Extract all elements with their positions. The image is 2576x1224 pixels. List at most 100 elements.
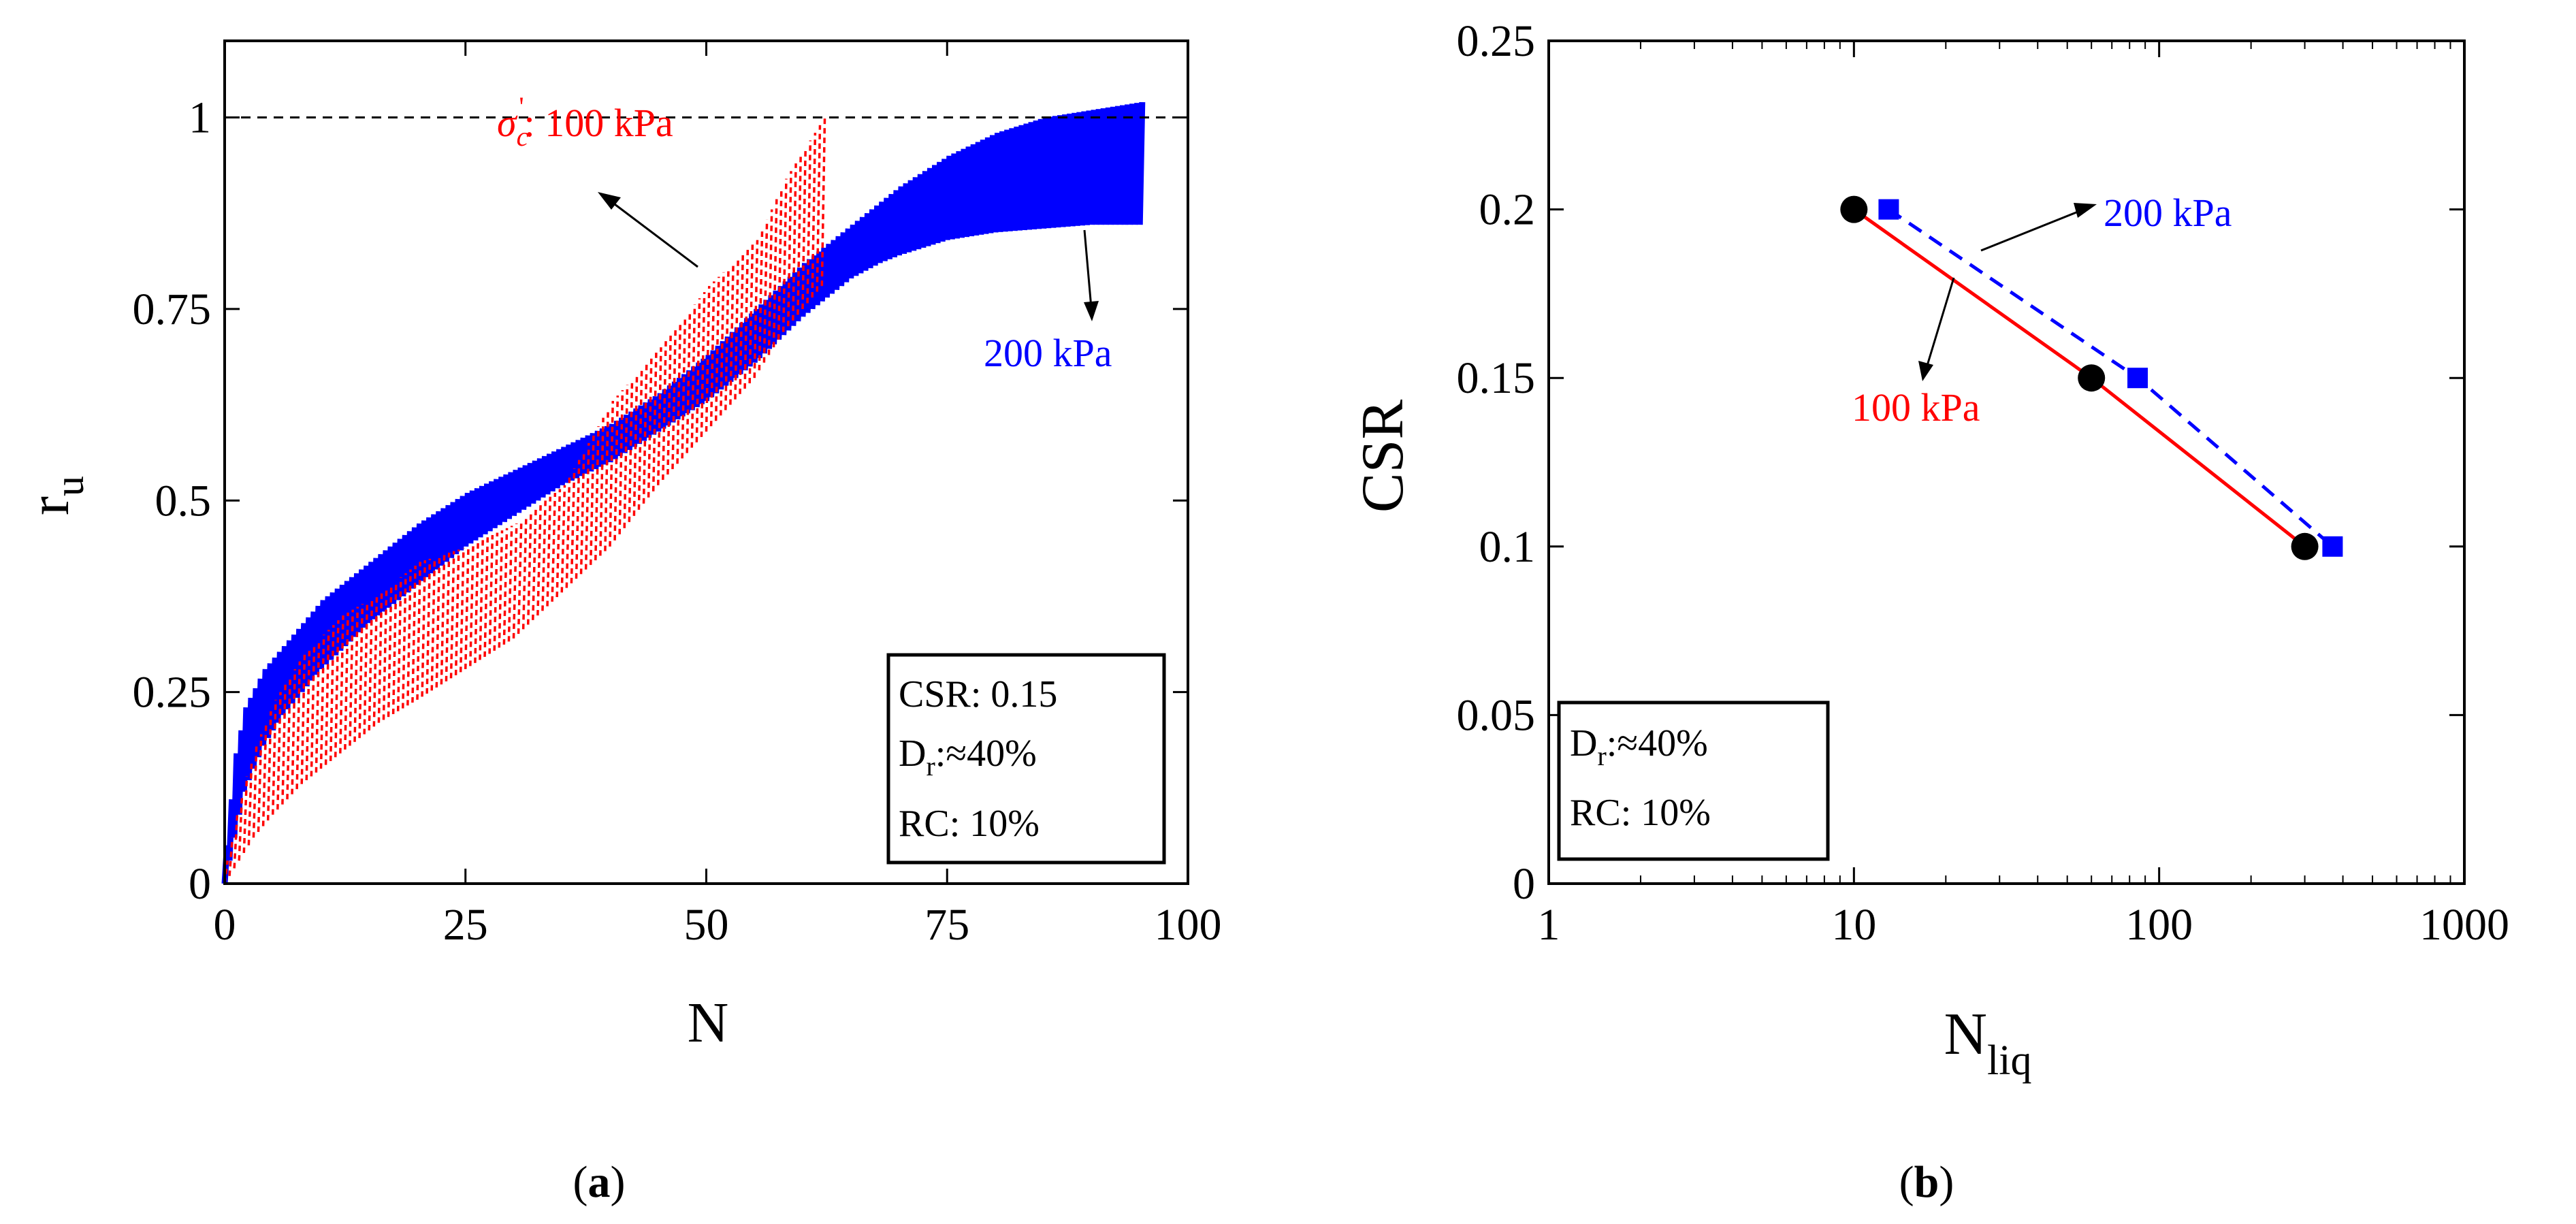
panel-a-annotation-dr-main: D xyxy=(899,732,926,775)
panel-a-x-tick-label: 25 xyxy=(443,900,488,950)
panel-a-series-200kpa-cycle xyxy=(351,573,361,637)
panel-a-series-100kpa-cycle xyxy=(324,630,330,765)
panel-a-series-100kpa-cycle xyxy=(714,276,720,421)
panel-b-y-tick-label: 0 xyxy=(1513,859,1535,909)
panel-b-x-tick-label: 1000 xyxy=(2419,900,2509,950)
panel-a-series-100kpa-cycle xyxy=(618,390,624,534)
panel-a-y-tick-label: 0.25 xyxy=(133,668,212,718)
panel-a-y-axis-label-main: r xyxy=(18,496,81,515)
panel-a-series-200kpa-cycle xyxy=(433,511,442,570)
panel-a-x-ticks: 0 25 50 75 100 xyxy=(214,41,1222,950)
panel-a-series-100kpa-cycle xyxy=(709,281,715,427)
panel-a-annotation-box xyxy=(886,653,1166,865)
panel-a-series-100kpa-cycle xyxy=(642,363,648,504)
panel-a-series-200kpa-cycle xyxy=(558,447,568,486)
panel-a-series-100kpa-cycle xyxy=(391,581,398,715)
panel-a-series-200kpa-cycle xyxy=(953,150,963,239)
panel-b-y-tick-label: 0.2 xyxy=(1479,185,1536,235)
panel-a-caption: (a) xyxy=(573,1157,626,1207)
panel-a-series-100kpa-cycle xyxy=(445,552,451,681)
panel-a-series-100kpa-cycle xyxy=(632,374,639,516)
panel-a-x-tick-label: 50 xyxy=(684,900,729,950)
panel-a-series-100kpa-cycle xyxy=(300,654,306,784)
panel-a-series-100kpa-cycle xyxy=(474,542,479,663)
panel-a-series-100kpa-cycle xyxy=(512,523,518,639)
panel-a-x-tick-label: 100 xyxy=(1155,900,1222,950)
panel-a-series-bands xyxy=(221,101,1146,884)
panel-a-series-100kpa-cycle xyxy=(252,745,258,838)
panel-b-chart: 1 10 100 1000 00.050.10.150.20.25 Nliq CSR … xyxy=(1350,16,2509,1207)
panel-b-y-tick-label: 0.1 xyxy=(1479,522,1536,572)
panel-a-series-200kpa-cycle xyxy=(890,190,900,258)
panel-a-series-200kpa-cycle xyxy=(1050,116,1059,228)
panel-a-series-100kpa-cycle xyxy=(695,298,701,442)
panel-a-series-100kpa-cycle xyxy=(406,569,412,706)
panel-b-y-ticks: 0 0.05 0.1 0.15 0.2 0.25 xyxy=(1457,16,2464,909)
panel-a-series-200kpa-cycle xyxy=(312,605,322,675)
panel-b-arrow-100kpa xyxy=(1925,277,1955,368)
panel-a-series-200kpa-cycle xyxy=(852,221,861,276)
panel-a-series-100kpa-cycle xyxy=(498,530,504,648)
panel-a-series-200kpa-cycle xyxy=(848,224,856,279)
panel-b-annotation-dr-main: D xyxy=(1570,722,1597,764)
panel-a-series-200kpa-cycle xyxy=(1098,108,1107,225)
panel-a-series-200kpa-cycle xyxy=(549,451,558,492)
panel-a-series-200kpa-cycle xyxy=(881,197,890,261)
panel-a-series-200kpa-cycle xyxy=(896,186,905,256)
panel-b-arrow-200kpa xyxy=(1980,208,2084,252)
panel-a-series-200kpa-cycle xyxy=(1026,122,1035,230)
panel-a-series-100kpa-cycle xyxy=(666,335,672,475)
panel-a-series-200kpa-cycle xyxy=(539,455,548,498)
panel-a-series-100kpa-cycle xyxy=(729,263,735,405)
panel-b-y-axis-label: CSR xyxy=(1350,400,1416,513)
panel-a-series-200kpa-cycle xyxy=(395,538,404,600)
panel-a-series-200kpa-cycle xyxy=(843,228,852,283)
panel-a-series-200kpa-cycle xyxy=(944,155,953,240)
panel-a-series-100kpa-cycle xyxy=(261,722,268,826)
panel-a-series-200kpa-cycle xyxy=(231,753,240,838)
panel-a-series-200kpa-cycle xyxy=(901,183,909,255)
panel-a-series-100kpa-cycle xyxy=(792,163,797,321)
panel-a-series-100kpa-cycle xyxy=(651,353,658,492)
panel-a-series-200kpa-cycle xyxy=(419,520,428,581)
panel-a-series-100kpa-cycle xyxy=(739,253,745,394)
panel-a-series-100kpa-cycle xyxy=(609,400,614,547)
panel-a-series-200kpa-cycle xyxy=(370,558,380,619)
panel-a-series-200kpa-cycle xyxy=(1059,114,1069,227)
panel-a-chart: 0 25 50 75 100 00.250.50.751 N ru σc': 100 k… xyxy=(18,39,1222,1207)
panel-a-series-200kpa-cycle xyxy=(505,472,515,519)
panel-b-y-tick-label: 0.05 xyxy=(1457,690,1536,740)
panel-a-series-200kpa-cycle xyxy=(481,483,491,535)
panel-a-series-200kpa-cycle xyxy=(409,527,418,589)
panel-a-series-200kpa-cycle xyxy=(876,202,886,263)
panel-a-series-200kpa-cycle xyxy=(1112,106,1121,225)
panel-a-series-200kpa-cycle xyxy=(1117,105,1126,225)
panel-a-series-200kpa-cycle xyxy=(457,496,466,551)
panel-a-series-100kpa-cycle xyxy=(493,532,499,651)
panel-b-annotation-dr-sub: r xyxy=(1597,741,1606,771)
panel-a-series-200kpa-cycle xyxy=(1031,120,1040,229)
panel-a-series-200kpa-cycle xyxy=(1069,112,1078,227)
panel-a-series-100kpa-cycle xyxy=(305,649,311,781)
panel-a-series-100kpa-cycle xyxy=(599,417,605,556)
panel-a-series-100kpa-cycle xyxy=(363,600,369,735)
panel-b-marker-200kpa xyxy=(2127,368,2148,389)
panel-a-series-200kpa-cycle xyxy=(823,244,833,298)
panel-a-series-100kpa-cycle xyxy=(762,219,769,363)
panel-a-series-100kpa-cycle xyxy=(281,684,287,805)
panel-a-series-100kpa-cycle xyxy=(449,551,455,679)
panel-b-x-axis-label: Nliq xyxy=(1944,1001,2031,1084)
panel-a-series-200kpa-cycle xyxy=(553,449,563,489)
panel-a-series-200kpa-cycle xyxy=(809,255,818,310)
panel-a-series-100kpa-cycle xyxy=(748,244,754,384)
panel-a-series-100kpa-cycle xyxy=(536,504,542,616)
panel-a-series-200kpa-cycle xyxy=(414,523,423,585)
panel-a-series-100kpa-cycle xyxy=(372,595,379,727)
panel-a-series-100kpa-cycle xyxy=(565,477,571,588)
panel-a-series-200kpa-cycle xyxy=(332,588,341,656)
panel-a-series-200kpa-cycle xyxy=(1127,103,1136,225)
panel-a-series-100kpa-cycle xyxy=(517,519,523,634)
panel-a-series-100kpa-cycle xyxy=(662,341,667,480)
panel-a-series-100kpa-cycle xyxy=(238,795,244,861)
